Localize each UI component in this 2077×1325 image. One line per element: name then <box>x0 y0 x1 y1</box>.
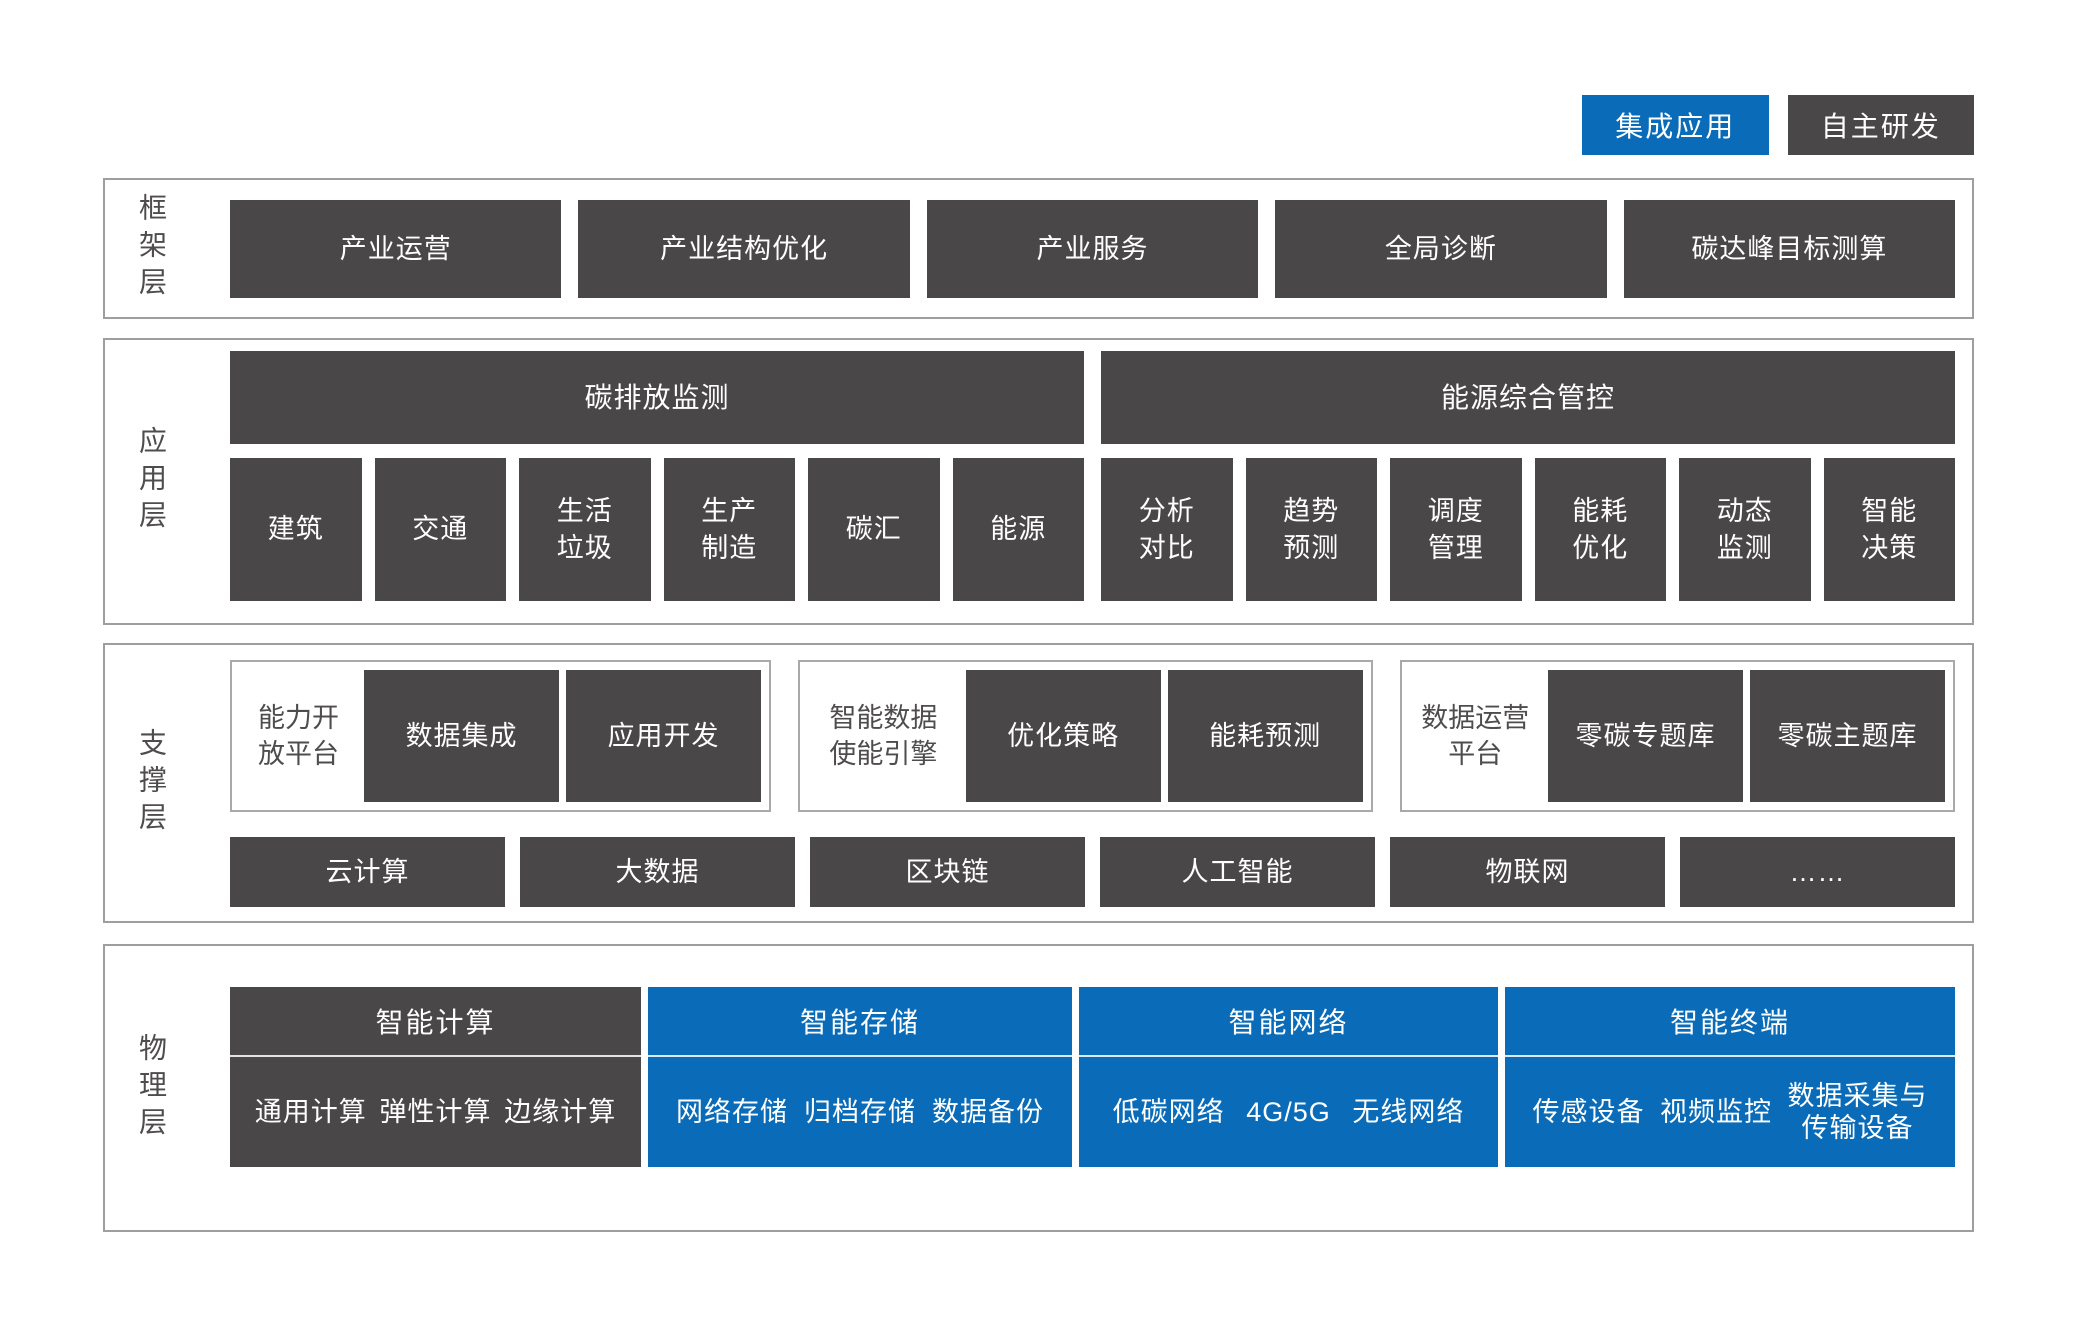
block-items: 低碳网络 4G/5G 无线网络 <box>1079 1057 1498 1167</box>
legend-self-developed: 自主研发 <box>1787 95 1974 155</box>
application-layer-section: 应用层 碳排放监测 建筑 交通 生活 垃圾 生产 制造 碳汇 能源 能源综合管控… <box>103 338 1974 625</box>
support-layer-label-column: 支撑层 <box>129 645 173 921</box>
physical-item: 网络存储 <box>676 1096 789 1127</box>
group-subitems-row: 分析 对比 趋势 预测 调度 管理 能耗 优化 动态 监测 智能 决策 <box>1101 458 1955 601</box>
support-layer-label: 支撑层 <box>136 727 167 839</box>
legend-integrated-application: 集成应用 <box>1582 95 1769 155</box>
physical-layer-label-column: 物理层 <box>129 946 173 1230</box>
physical-item: 传感设备 <box>1532 1096 1645 1127</box>
framework-item-box: 产业运营 <box>230 200 562 298</box>
platform-item-box: 数据集成 <box>364 670 560 802</box>
platform-item-box: 能耗预测 <box>1167 670 1363 802</box>
group-header-box: 碳排放监测 <box>230 351 1084 444</box>
technology-box-ellipsis: …… <box>1680 837 1955 907</box>
physical-item: 视频监控 <box>1660 1096 1773 1127</box>
technology-box: 物联网 <box>1390 837 1665 907</box>
block-title: 智能计算 <box>230 987 642 1057</box>
carbon-emission-monitoring-group: 碳排放监测 建筑 交通 生活 垃圾 生产 制造 碳汇 能源 <box>230 351 1084 601</box>
application-layer-label-column: 应用层 <box>129 340 173 623</box>
physical-item: 低碳网络 <box>1112 1096 1225 1127</box>
app-subitem-box: 调度 管理 <box>1390 458 1522 601</box>
app-subitem-box: 分析 对比 <box>1101 458 1233 601</box>
intelligent-network-block: 智能网络 低碳网络 4G/5G 无线网络 <box>1079 987 1499 1167</box>
platform-name: 能力开 放平台 <box>258 702 340 769</box>
physical-item: 数据采集与 传输设备 <box>1787 1080 1928 1143</box>
framework-layer-section: 框架层 产业运营 产业结构优化 产业服务 全局诊断 碳达峰目标测算 <box>103 178 1974 319</box>
platform-name: 数据运营 平台 <box>1421 702 1530 769</box>
intelligent-data-engine-group: 智能数据 使能引擎 优化策略 能耗预测 <box>798 660 1373 812</box>
support-technologies-row: 云计算 大数据 区块链 人工智能 物联网 …… <box>230 837 1955 907</box>
platform-item-box: 零碳专题库 <box>1548 670 1743 802</box>
app-subitem-box: 能源 <box>952 458 1084 601</box>
app-subitem-box: 动态 监测 <box>1679 458 1811 601</box>
physical-item: 4G/5G <box>1246 1096 1331 1127</box>
physical-item: 数据备份 <box>932 1096 1045 1127</box>
technology-box: 大数据 <box>520 837 795 907</box>
platform-item-box: 零碳主题库 <box>1750 670 1945 802</box>
app-subitem-box: 生活 垃圾 <box>519 458 651 601</box>
energy-management-group: 能源综合管控 分析 对比 趋势 预测 调度 管理 能耗 优化 动态 监测 智能 … <box>1101 351 1955 601</box>
capability-open-platform-group: 能力开 放平台 数据集成 应用开发 <box>230 660 772 812</box>
technology-box: 人工智能 <box>1100 837 1375 907</box>
physical-item: 弹性计算 <box>379 1096 492 1127</box>
physical-item: 通用计算 <box>254 1096 367 1127</box>
intelligent-computing-block: 智能计算 通用计算 弹性计算 边缘计算 <box>230 987 642 1167</box>
app-subitem-box: 建筑 <box>230 458 362 601</box>
intelligent-storage-block: 智能存储 网络存储 归档存储 数据备份 <box>648 987 1073 1167</box>
framework-item-box: 碳达峰目标测算 <box>1623 200 1956 298</box>
technology-box: 区块链 <box>810 837 1085 907</box>
support-layer-section: 支撑层 能力开 放平台 数据集成 应用开发 智能数据 使能引擎 优化策略 能耗预… <box>103 643 1974 923</box>
group-subitems-row: 建筑 交通 生活 垃圾 生产 制造 碳汇 能源 <box>230 458 1084 601</box>
platform-item-box: 应用开发 <box>566 670 762 802</box>
block-title: 智能网络 <box>1079 987 1499 1057</box>
app-subitem-box: 碳汇 <box>808 458 940 601</box>
framework-item-box: 全局诊断 <box>1275 200 1607 298</box>
intelligent-terminal-block: 智能终端 传感设备 视频监控 数据采集与 传输设备 <box>1505 987 1955 1167</box>
physical-blocks-row: 智能计算 通用计算 弹性计算 边缘计算 智能存储 网络存储 归档存储 数据备份 … <box>230 987 1955 1167</box>
framework-items-row: 产业运营 产业结构优化 产业服务 全局诊断 碳达峰目标测算 <box>230 200 1956 298</box>
physical-item: 边缘计算 <box>504 1096 617 1127</box>
group-header-box: 能源综合管控 <box>1101 351 1955 444</box>
app-subitem-box: 生产 制造 <box>663 458 795 601</box>
physical-item: 无线网络 <box>1352 1096 1465 1127</box>
physical-layer-label: 物理层 <box>136 1032 167 1144</box>
framework-item-box: 产业结构优化 <box>578 200 910 298</box>
block-title: 智能终端 <box>1505 987 1955 1057</box>
block-title: 智能存储 <box>648 987 1073 1057</box>
app-subitem-box: 趋势 预测 <box>1245 458 1377 601</box>
framework-layer-label-column: 框架层 <box>129 180 173 317</box>
app-subitem-box: 交通 <box>374 458 506 601</box>
block-items: 通用计算 弹性计算 边缘计算 <box>230 1057 641 1167</box>
platform-name: 智能数据 使能引擎 <box>829 702 938 769</box>
block-items: 传感设备 视频监控 数据采集与 传输设备 <box>1505 1057 1955 1167</box>
framework-layer-label: 框架层 <box>136 193 167 304</box>
app-subitem-box: 智能 决策 <box>1823 458 1955 601</box>
platform-item-box: 优化策略 <box>965 670 1161 802</box>
app-subitem-box: 能耗 优化 <box>1534 458 1666 601</box>
application-groups: 碳排放监测 建筑 交通 生活 垃圾 生产 制造 碳汇 能源 能源综合管控 分析 … <box>230 351 1955 601</box>
framework-item-box: 产业服务 <box>926 200 1259 298</box>
application-layer-label: 应用层 <box>136 426 167 537</box>
physical-item: 归档存储 <box>804 1096 917 1127</box>
data-operation-platform-group: 数据运营 平台 零碳专题库 零碳主题库 <box>1399 660 1955 812</box>
support-platforms-row: 能力开 放平台 数据集成 应用开发 智能数据 使能引擎 优化策略 能耗预测 数据… <box>230 660 1955 812</box>
block-items: 网络存储 归档存储 数据备份 <box>648 1057 1072 1167</box>
technology-box: 云计算 <box>230 837 505 907</box>
legend: 集成应用 自主研发 <box>1582 95 1974 155</box>
physical-layer-section: 物理层 智能计算 通用计算 弹性计算 边缘计算 智能存储 网络存储 归档存储 数… <box>103 944 1974 1232</box>
